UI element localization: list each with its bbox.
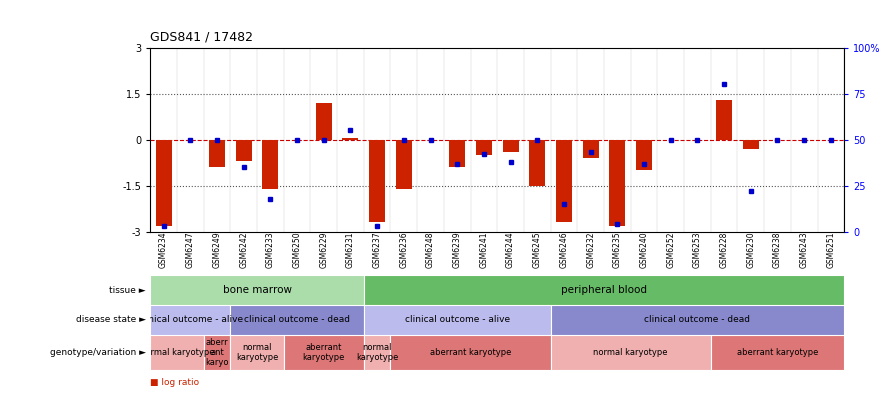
Text: aberrant karyotype: aberrant karyotype: [736, 348, 819, 357]
Text: peripheral blood: peripheral blood: [561, 285, 647, 295]
Bar: [236, 139, 252, 161]
Text: GSM6250: GSM6250: [293, 232, 301, 268]
Bar: [716, 100, 732, 139]
Bar: [284, 335, 364, 370]
Text: bone marrow: bone marrow: [223, 285, 292, 295]
Text: GDS841 / 17482: GDS841 / 17482: [150, 30, 254, 44]
Bar: [551, 335, 711, 370]
Text: aberrant
karyotype: aberrant karyotype: [302, 343, 345, 362]
Text: GSM6231: GSM6231: [346, 232, 355, 268]
Text: normal
karyotype: normal karyotype: [236, 343, 278, 362]
Text: normal
karyotype: normal karyotype: [356, 343, 399, 362]
Bar: [231, 335, 284, 370]
Text: tissue ►: tissue ►: [110, 286, 146, 295]
Bar: [476, 139, 492, 155]
Text: GSM6253: GSM6253: [693, 232, 702, 268]
Bar: [209, 139, 225, 167]
Bar: [231, 305, 364, 335]
Bar: [391, 335, 551, 370]
Bar: [342, 138, 359, 139]
Text: GSM6244: GSM6244: [507, 232, 515, 268]
Text: genotype/variation ►: genotype/variation ►: [50, 348, 146, 357]
Text: GSM6230: GSM6230: [746, 232, 755, 268]
Text: normal karyotype: normal karyotype: [140, 348, 214, 357]
Bar: [556, 139, 572, 223]
Bar: [370, 139, 385, 223]
Bar: [316, 103, 332, 139]
Text: clinical outcome - alive: clinical outcome - alive: [138, 315, 243, 324]
Bar: [530, 139, 545, 186]
Bar: [150, 335, 203, 370]
Text: GSM6228: GSM6228: [720, 232, 728, 268]
Text: GSM6247: GSM6247: [186, 232, 194, 268]
Bar: [150, 275, 364, 305]
Text: GSM6233: GSM6233: [266, 232, 275, 268]
Text: GSM6237: GSM6237: [373, 232, 382, 268]
Text: GSM6239: GSM6239: [453, 232, 461, 268]
Text: ■ log ratio: ■ log ratio: [150, 378, 200, 387]
Text: GSM6249: GSM6249: [212, 232, 222, 268]
Bar: [364, 305, 551, 335]
Text: GSM6246: GSM6246: [560, 232, 568, 268]
Text: GSM6240: GSM6240: [639, 232, 649, 268]
Bar: [711, 335, 844, 370]
Bar: [551, 305, 844, 335]
Text: GSM6252: GSM6252: [667, 232, 675, 268]
Bar: [636, 139, 652, 170]
Text: GSM6243: GSM6243: [800, 232, 809, 268]
Text: aberr
ant
karyo: aberr ant karyo: [205, 337, 229, 367]
Text: GSM6242: GSM6242: [240, 232, 248, 268]
Text: GSM6238: GSM6238: [773, 232, 782, 268]
Text: aberrant karyotype: aberrant karyotype: [430, 348, 511, 357]
Bar: [150, 305, 231, 335]
Bar: [503, 139, 519, 152]
Text: GSM6248: GSM6248: [426, 232, 435, 268]
Bar: [609, 139, 625, 225]
Text: GSM6236: GSM6236: [400, 232, 408, 268]
Bar: [583, 139, 598, 158]
Text: normal karyotype: normal karyotype: [593, 348, 668, 357]
Bar: [364, 275, 844, 305]
Text: GSM6251: GSM6251: [827, 232, 835, 268]
Text: GSM6245: GSM6245: [533, 232, 542, 268]
Text: GSM6241: GSM6241: [479, 232, 488, 268]
Bar: [743, 139, 758, 149]
Bar: [396, 139, 412, 188]
Text: clinical outcome - alive: clinical outcome - alive: [405, 315, 510, 324]
Text: GSM6232: GSM6232: [586, 232, 595, 268]
Bar: [449, 139, 465, 167]
Bar: [156, 139, 171, 225]
Text: GSM6235: GSM6235: [613, 232, 621, 268]
Text: GSM6234: GSM6234: [159, 232, 168, 268]
Text: clinical outcome - dead: clinical outcome - dead: [644, 315, 751, 324]
Bar: [203, 335, 231, 370]
Text: GSM6229: GSM6229: [319, 232, 328, 268]
Text: disease state ►: disease state ►: [76, 315, 146, 324]
Text: clinical outcome - dead: clinical outcome - dead: [244, 315, 350, 324]
Bar: [364, 335, 391, 370]
Bar: [263, 139, 278, 188]
